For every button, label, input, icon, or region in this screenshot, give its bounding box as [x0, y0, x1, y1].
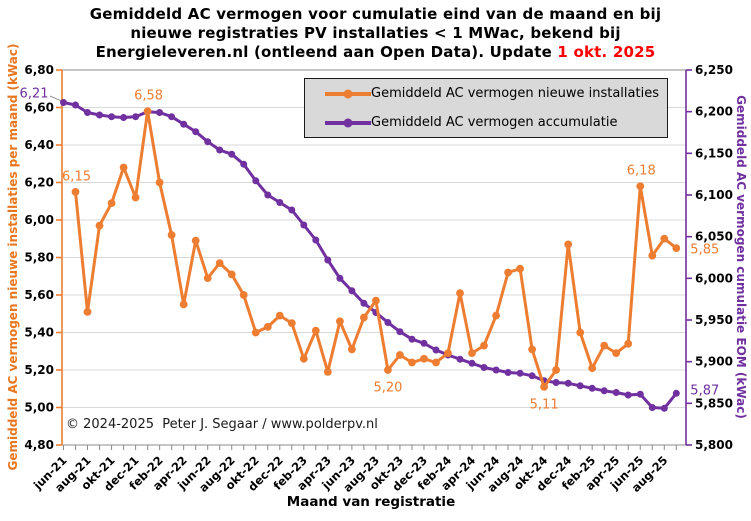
svg-text:6,250: 6,250 — [695, 63, 733, 77]
legend-marker-orange — [343, 89, 353, 98]
svg-text:5,00: 5,00 — [24, 401, 54, 415]
legend-marker-purple — [343, 118, 353, 127]
legend-line-swatch-purple — [325, 118, 371, 127]
svg-text:5,40: 5,40 — [24, 326, 54, 340]
svg-text:5,850: 5,850 — [695, 396, 733, 410]
svg-text:6,200: 6,200 — [695, 105, 733, 119]
annotation-jun-21-accumulatie: 6,21 — [19, 86, 49, 101]
annotation-sep-23-nieuwe: 5,20 — [373, 380, 403, 396]
svg-text:5,900: 5,900 — [695, 355, 733, 369]
svg-text:6,150: 6,150 — [695, 146, 733, 160]
svg-text:6,050: 6,050 — [695, 230, 733, 244]
svg-text:5,80: 5,80 — [24, 251, 54, 265]
left-axis-title: Gemiddeld AC vermogen nieuwe installatie… — [6, 43, 20, 471]
left-axis-ticks: 6,80 6,60 6,40 6,20 6,00 5,80 5,60 5,40 5,20 5,00… — [24, 63, 62, 452]
svg-text:6,20: 6,20 — [24, 176, 54, 190]
svg-text:6,40: 6,40 — [24, 138, 54, 152]
copyright: © 2024-2025 Peter J. Segaar / www.polder… — [66, 417, 378, 432]
legend-item-nieuwe-installaties: Gemiddeld AC vermogen nieuwe installatie… — [325, 79, 667, 108]
annotation-sep-25-accumulatie: 5,87 — [690, 383, 720, 399]
svg-text:6,000: 6,000 — [695, 271, 733, 285]
svg-text:6,80: 6,80 — [24, 63, 54, 77]
svg-text:6,60: 6,60 — [24, 101, 54, 115]
annotation-sep-25-nieuwe: 5,85 — [690, 242, 720, 258]
svg-text:6,100: 6,100 — [695, 188, 733, 202]
annotation-jan-22-nieuwe: 6,58 — [134, 88, 164, 104]
title-line-3-prefix: Energieleveren.nl (ontleend aan Open Dat… — [95, 43, 558, 61]
svg-text:4,80: 4,80 — [24, 438, 54, 452]
svg-text:5,800: 5,800 — [695, 438, 733, 452]
legend-label: Gemiddeld AC vermogen nieuwe installatie… — [371, 86, 659, 101]
x-axis-ticks: jun-21aug-21okt-21dec-21feb-22apr-22jun-… — [30, 445, 677, 495]
legend-label: Gemiddeld AC vermogen accumulatie — [371, 115, 618, 130]
right-axis-ticks: 6,250 6,200 6,150 6,100 6,050 6,000 5,950 5,900… — [686, 63, 733, 452]
annotation-jul-21-nieuwe: 6,15 — [62, 169, 91, 185]
title-line-2: nieuwe registraties PV installaties < 1 … — [130, 24, 621, 42]
right-axis-title: Gemiddeld AC vermogen cumulatie EOM (kWa… — [734, 95, 748, 419]
legend-line-swatch-orange — [325, 89, 371, 98]
series-nieuwe-installaties — [71, 107, 681, 391]
update-date: 1 okt. 2025 — [557, 43, 656, 61]
svg-text:5,20: 5,20 — [24, 363, 54, 377]
title-line-3: Energieleveren.nl (ontleend aan Open Dat… — [0, 43, 751, 62]
annotation-okt-24-nieuwe: 5,11 — [529, 397, 559, 413]
title-line-1: Gemiddeld AC vermogen voor cumulatie ein… — [89, 5, 662, 23]
svg-text:6,00: 6,00 — [24, 213, 54, 227]
legend-item-accumulatie: Gemiddeld AC vermogen accumulatie — [325, 108, 667, 137]
svg-text:5,950: 5,950 — [695, 313, 733, 327]
chart-title: Gemiddeld AC vermogen voor cumulatie ein… — [0, 5, 751, 62]
annotation-leader-line — [49, 95, 63, 102]
legend: Gemiddeld AC vermogen nieuwe installatie… — [304, 78, 668, 138]
svg-text:5,60: 5,60 — [24, 288, 54, 302]
gridlines — [62, 107, 686, 408]
x-axis-title: Maand van registratie — [286, 494, 456, 510]
annotation-jun-25-nieuwe: 6,18 — [626, 163, 656, 179]
